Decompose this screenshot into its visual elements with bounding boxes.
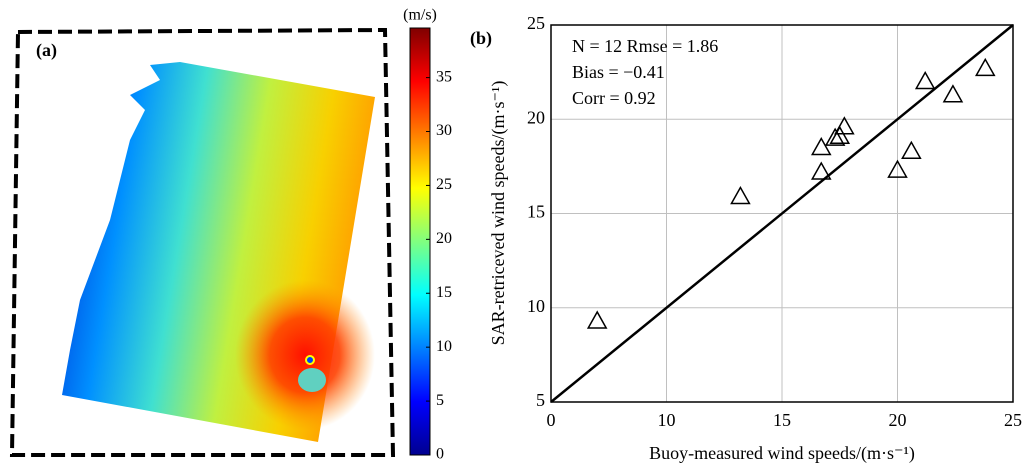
point bbox=[730, 186, 751, 205]
x-tick-label: 0 bbox=[547, 410, 556, 430]
y-tick-label: 5 bbox=[536, 390, 545, 410]
annotation: Corr = 0.92 bbox=[572, 88, 656, 108]
map-panel: (a) bbox=[9, 27, 396, 457]
colorbar-tick-label: 30 bbox=[436, 122, 452, 139]
point bbox=[914, 71, 936, 90]
point bbox=[810, 136, 832, 156]
panel-label: (b) bbox=[470, 28, 492, 49]
x-tick-label: 20 bbox=[889, 410, 907, 430]
storm-eye bbox=[305, 355, 315, 365]
y-tick-label: 25 bbox=[527, 13, 545, 33]
storm-core bbox=[235, 280, 375, 430]
colorbar-tick-label: 20 bbox=[436, 230, 452, 247]
point bbox=[586, 310, 608, 329]
x-axis-label: Buoy-measured wind speeds/(m·s⁻¹) bbox=[649, 443, 915, 464]
x-tick-label: 10 bbox=[658, 410, 676, 430]
colorbar-tick-label: 10 bbox=[436, 338, 452, 355]
point bbox=[887, 159, 908, 178]
point bbox=[810, 161, 832, 180]
y-tick-label: 20 bbox=[527, 107, 545, 127]
colorbar-tick-label: 5 bbox=[436, 392, 444, 409]
point bbox=[824, 127, 846, 146]
colorbar-tick-label: 15 bbox=[436, 284, 452, 301]
point bbox=[974, 57, 996, 77]
x-tick-label: 25 bbox=[1004, 410, 1022, 430]
point bbox=[834, 116, 855, 135]
point bbox=[829, 125, 851, 144]
x-tick-label: 15 bbox=[773, 410, 791, 430]
plot-frame bbox=[550, 24, 1014, 403]
colorbar-tick-label: 0 bbox=[436, 446, 444, 463]
point bbox=[901, 140, 922, 160]
scatter-panel: (b) Buoy-measured wind speeds/(m·s⁻¹) SA… bbox=[470, 13, 1022, 464]
colorbar-tick-label: 25 bbox=[436, 176, 452, 193]
storm-wake bbox=[298, 368, 326, 392]
y-tick-label: 15 bbox=[527, 202, 545, 222]
y-tick-label: 10 bbox=[527, 296, 545, 316]
colorbar: (m/s) 0 5 10 15 20 25 30 35 bbox=[403, 7, 452, 463]
point bbox=[942, 84, 964, 103]
annotation: N = 12 Rmse = 1.86 bbox=[572, 36, 718, 56]
colorbar-tick-label: 35 bbox=[436, 68, 452, 85]
annotation: Bias = −0.41 bbox=[572, 62, 665, 82]
colorbar-rect bbox=[409, 27, 431, 456]
one-to-one-line bbox=[550, 24, 1014, 403]
colorbar-label: (m/s) bbox=[403, 7, 437, 24]
panel-label: (a) bbox=[36, 40, 57, 61]
y-axis-label: SAR-retriceved wind speeds/(m·s⁻¹) bbox=[488, 81, 509, 346]
